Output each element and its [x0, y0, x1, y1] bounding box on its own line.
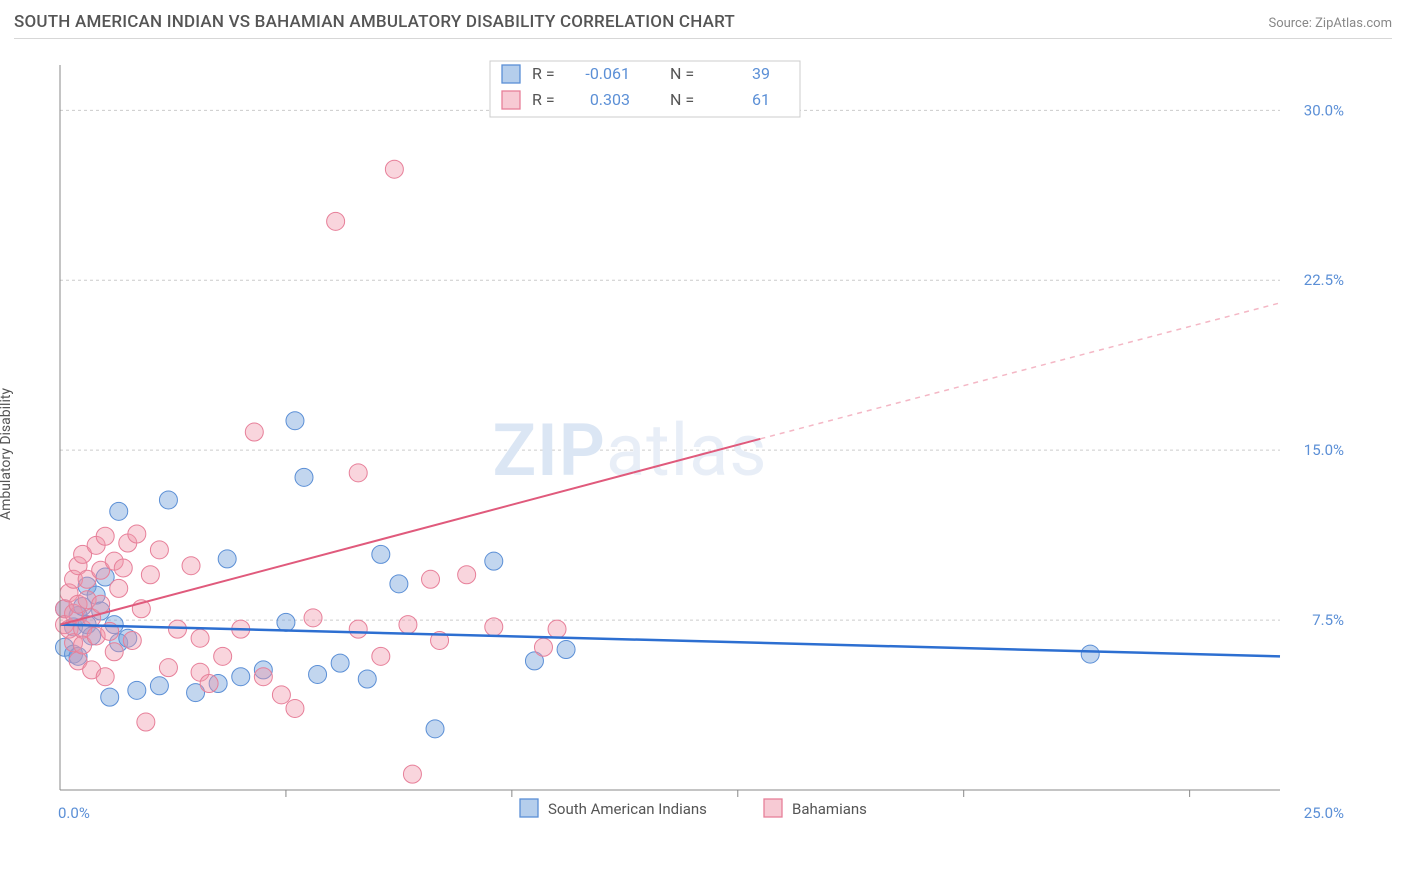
- data-point: [422, 570, 440, 588]
- data-point: [128, 681, 146, 699]
- data-point: [372, 647, 390, 665]
- chart-header: SOUTH AMERICAN INDIAN VS BAHAMIAN AMBULA…: [14, 12, 1392, 39]
- data-point: [349, 464, 367, 482]
- legend-series-label: South American Indians: [548, 800, 707, 818]
- data-point: [403, 765, 421, 783]
- legend-swatch: [764, 799, 782, 817]
- legend-swatch: [502, 91, 520, 109]
- data-point: [110, 579, 128, 597]
- legend-series-label: Bahamians: [792, 800, 867, 818]
- data-point: [349, 620, 367, 638]
- y-axis-label: Ambulatory Disability: [0, 388, 14, 520]
- data-point: [399, 616, 417, 634]
- data-point: [1081, 645, 1099, 663]
- y-tick-label: 15.0%: [1304, 441, 1344, 459]
- data-point: [272, 686, 290, 704]
- data-point: [232, 668, 250, 686]
- y-tick-label: 30.0%: [1304, 101, 1344, 119]
- data-point: [327, 212, 345, 230]
- data-point: [254, 668, 272, 686]
- data-point: [557, 641, 575, 659]
- scatter-plot: ZIPatlas 7.5% 15.0% 22.5% 30.0% 0.0% 25.0% R = -…: [50, 55, 1350, 835]
- legend-r-value: -0.061: [585, 64, 630, 83]
- data-point: [218, 550, 236, 568]
- legend-n-label: N =: [670, 90, 694, 109]
- y-tick-label: 22.5%: [1304, 271, 1344, 289]
- data-point: [286, 412, 304, 430]
- data-point: [548, 620, 566, 638]
- legend-r-value: 0.303: [590, 90, 630, 109]
- data-point: [168, 620, 186, 638]
- data-point: [150, 541, 168, 559]
- data-point: [277, 613, 295, 631]
- data-point: [458, 566, 476, 584]
- data-point: [159, 659, 177, 677]
- legend-swatch: [502, 65, 520, 83]
- data-point: [114, 559, 132, 577]
- data-point: [485, 618, 503, 636]
- data-point: [200, 675, 218, 693]
- data-point: [191, 629, 209, 647]
- legend-r-label: R =: [532, 90, 555, 109]
- data-point: [182, 557, 200, 575]
- data-point: [150, 677, 168, 695]
- legend-series: South American Indians Bahamians: [520, 799, 867, 818]
- data-point: [96, 668, 114, 686]
- data-point: [390, 575, 408, 593]
- trend-line-pink-dash: [760, 303, 1280, 439]
- data-point: [141, 566, 159, 584]
- x-tick-label-end: 25.0%: [1304, 804, 1344, 822]
- legend-n-value: 39: [752, 64, 770, 83]
- data-point: [534, 638, 552, 656]
- data-point: [92, 595, 110, 613]
- data-point: [485, 552, 503, 570]
- data-point: [245, 423, 263, 441]
- data-point: [295, 468, 313, 486]
- legend-n-label: N =: [670, 64, 694, 83]
- data-point: [159, 491, 177, 509]
- data-point: [331, 654, 349, 672]
- data-point: [214, 647, 232, 665]
- chart-title: SOUTH AMERICAN INDIAN VS BAHAMIAN AMBULA…: [14, 12, 735, 32]
- data-point: [96, 527, 114, 545]
- data-point: [101, 688, 119, 706]
- data-point: [123, 631, 141, 649]
- data-point: [304, 609, 322, 627]
- x-tick-label-origin: 0.0%: [58, 804, 90, 822]
- data-point: [137, 713, 155, 731]
- data-point: [128, 525, 146, 543]
- data-point: [372, 545, 390, 563]
- trend-line-pink: [60, 439, 760, 625]
- data-point: [309, 665, 327, 683]
- chart-source: Source: ZipAtlas.com: [1268, 16, 1392, 31]
- data-point: [385, 160, 403, 178]
- legend-swatch: [520, 799, 538, 817]
- trend-line-blue: [60, 625, 1280, 657]
- legend-n-value: 61: [752, 90, 770, 109]
- data-point: [286, 699, 304, 717]
- data-point: [426, 720, 444, 738]
- watermark: ZIPatlas: [492, 408, 767, 493]
- legend-r-label: R =: [532, 64, 555, 83]
- data-point: [358, 670, 376, 688]
- data-point: [105, 643, 123, 661]
- data-point: [110, 502, 128, 520]
- y-tick-label: 7.5%: [1312, 611, 1344, 629]
